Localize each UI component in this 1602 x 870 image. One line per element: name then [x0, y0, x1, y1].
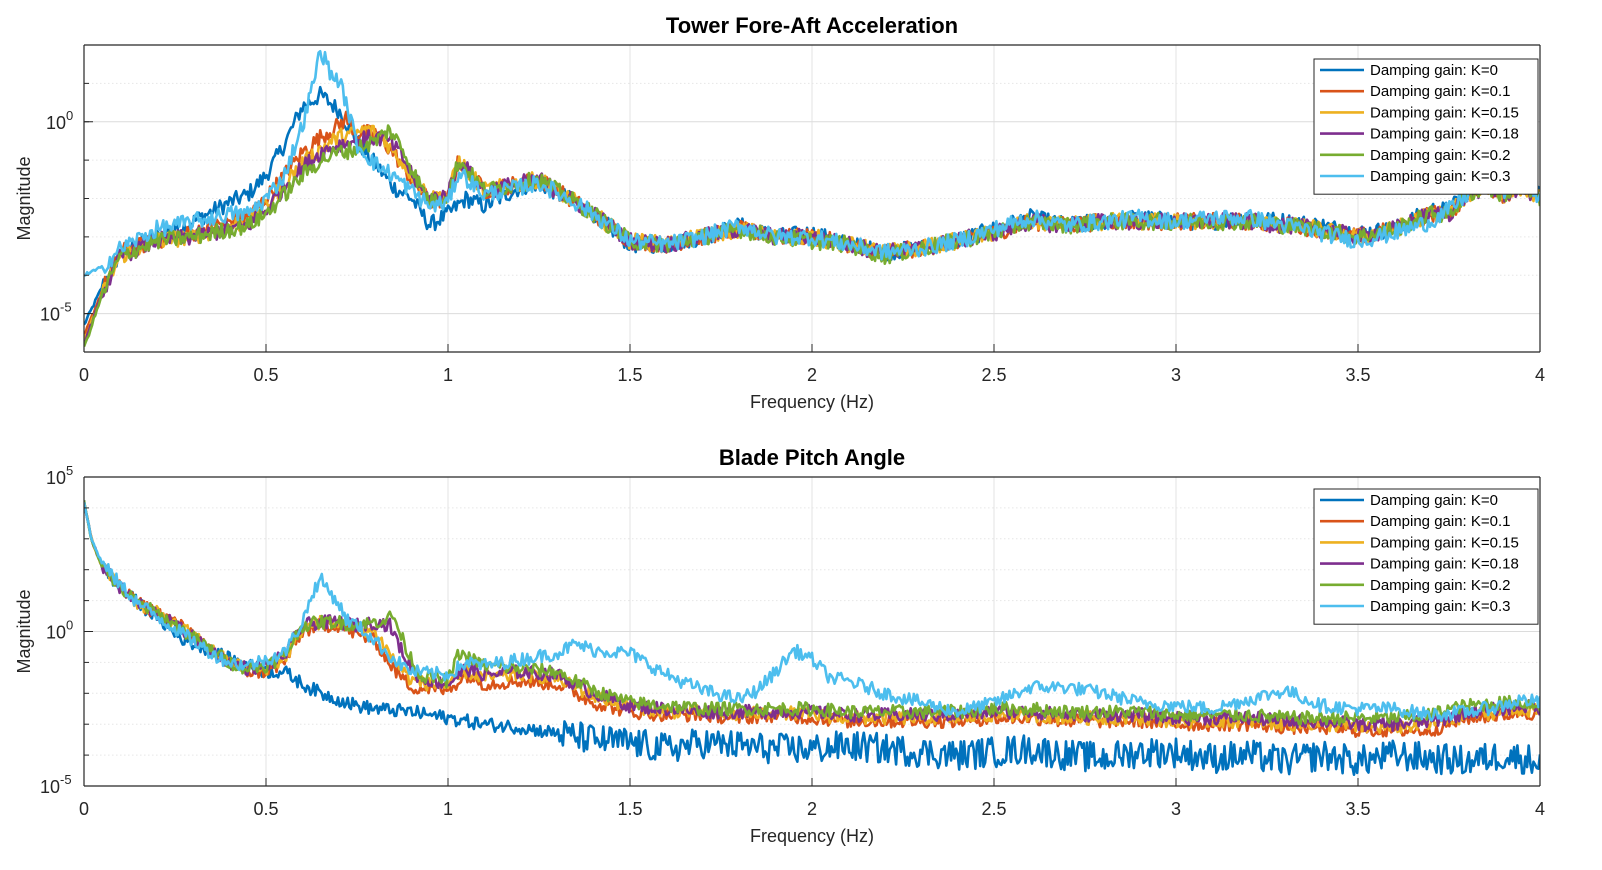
legend: Damping gain: K=0 Damping gain: K=0.1 Damp… [1313, 488, 1539, 625]
chart-panel-1: 0 0.5 1 1.5 2 2.5 3 3.5 4 100 10-5 Tower Fore-Aft A… [14, 13, 1545, 412]
x-tick-label: 0 [79, 365, 89, 385]
x-axis-label: Frequency (Hz) [750, 392, 874, 412]
series-line-5 [84, 124, 1540, 348]
legend-label: Damping gain: K=0 [1370, 492, 1498, 509]
x-tick-label: 1.5 [617, 799, 642, 819]
x-tick-label: 3 [1171, 365, 1181, 385]
legend-label: Damping gain: K=0.3 [1370, 168, 1511, 185]
legend-label: Damping gain: K=0 [1370, 62, 1498, 79]
x-tick-label: 2.5 [981, 799, 1006, 819]
y-axis-label: Magnitude [14, 589, 34, 673]
chart-title: Tower Fore-Aft Acceleration [666, 13, 958, 38]
y-tick-label: 105 [46, 463, 73, 488]
x-tick-label: 1 [443, 799, 453, 819]
x-tick-label: 2 [807, 365, 817, 385]
x-tick-label: 3.5 [1345, 365, 1370, 385]
x-tick-label: 0.5 [253, 365, 278, 385]
series-line-6 [84, 502, 1540, 722]
legend-label: Damping gain: K=0.15 [1370, 104, 1519, 121]
y-tick-label: 100 [46, 618, 73, 643]
x-tick-label: 4 [1535, 799, 1545, 819]
y-axis-label: Magnitude [14, 156, 34, 240]
series-line-1 [84, 500, 1540, 776]
x-tick-label: 1.5 [617, 365, 642, 385]
x-tick-label: 3.5 [1345, 799, 1370, 819]
series-group [84, 50, 1540, 348]
series-line-4 [84, 500, 1540, 733]
legend-label: Damping gain: K=0.3 [1370, 598, 1511, 615]
series-line-5 [84, 500, 1540, 726]
series-group [84, 500, 1540, 776]
legend-label: Damping gain: K=0.2 [1370, 147, 1511, 164]
legend-label: Damping gain: K=0.1 [1370, 83, 1511, 100]
x-tick-label: 2 [807, 799, 817, 819]
legend-label: Damping gain: K=0.18 [1370, 126, 1519, 143]
chart-title: Blade Pitch Angle [719, 445, 905, 470]
legend-label: Damping gain: K=0.2 [1370, 577, 1511, 594]
legend-label: Damping gain: K=0.15 [1370, 534, 1519, 551]
legend-box [1313, 488, 1539, 625]
x-axis-label: Frequency (Hz) [750, 826, 874, 846]
legend-label: Damping gain: K=0.18 [1370, 556, 1519, 573]
x-tick-label: 0.5 [253, 799, 278, 819]
x-tick-label: 1 [443, 365, 453, 385]
y-tick-label: 10-5 [40, 300, 72, 325]
y-tick-label: 100 [46, 108, 73, 133]
legend-box [1313, 58, 1539, 195]
x-tick-label: 3 [1171, 799, 1181, 819]
legend: Damping gain: K=0 Damping gain: K=0.1 Damp… [1313, 58, 1539, 195]
series-line-6 [84, 50, 1540, 277]
legend-label: Damping gain: K=0.1 [1370, 513, 1511, 530]
x-tick-label: 0 [79, 799, 89, 819]
chart-panel-2: 0 0.5 1 1.5 2 2.5 3 3.5 4 105 100 10-5 Blade Pitch A… [14, 445, 1545, 846]
x-tick-label: 2.5 [981, 365, 1006, 385]
x-tick-label: 4 [1535, 365, 1545, 385]
y-tick-label: 10-5 [40, 772, 72, 797]
